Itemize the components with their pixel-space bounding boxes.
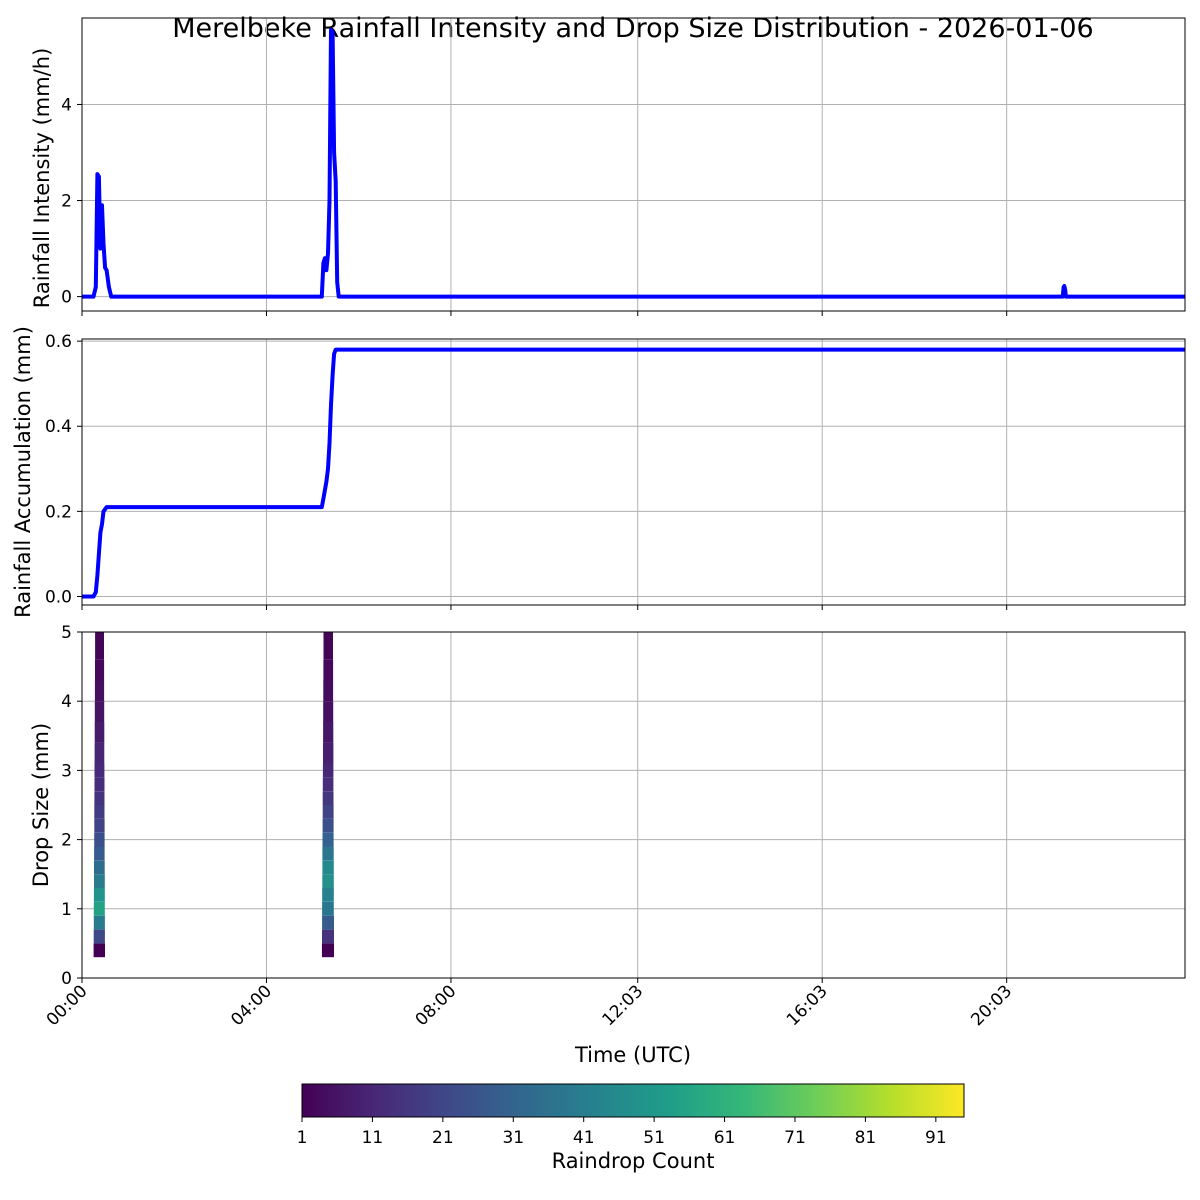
dsd-y-tick-label: 2 [61,831,72,851]
dsd-cell [322,888,334,902]
x-tick-label: 16:03 [783,981,832,1030]
colorbar-tick-label: 41 [573,1128,595,1148]
dsd-cell [322,901,334,916]
dsd-cell [322,860,334,875]
dsd-cell [94,832,105,847]
dsd-cell [95,632,104,660]
dsd-cell [323,701,334,722]
dsd-y-tick-label: 1 [61,900,72,920]
dsd-x-ticks: 00:00 04:00 08:00 12:03 16:03 20:03 [43,978,1016,1030]
dsd-cell [94,680,105,702]
x-axis-label: Time (UTC) [574,1043,691,1067]
dsd-cell [94,874,105,888]
intensity-y-tick-label: 4 [61,95,72,115]
accumulation-y-ticks: 0.0 0.2 0.4 0.6 [45,332,82,607]
colorbar-tick-label: 71 [784,1128,806,1148]
dsd-cell [94,805,105,819]
dsd-cell [94,742,105,764]
colorbar-tick-label: 11 [362,1128,384,1148]
accumulation-line [82,347,1185,599]
dsd-cell [94,777,105,792]
colorbar-tick-label: 81 [855,1128,877,1148]
accumulation-y-tick-label: 0.0 [45,587,72,607]
colorbar-tick-label: 61 [714,1128,736,1148]
dsd-y-tick-label: 0 [61,969,72,989]
x-tick-label: 04:00 [227,981,276,1030]
colorbar-tick-label: 1 [297,1128,308,1148]
x-tick-label: 20:03 [967,981,1016,1030]
dsd-cell [323,680,334,702]
dsd-cell [94,860,105,875]
dsd-cell [93,915,105,930]
dsd-cell [322,832,334,847]
dsd-cell [94,722,105,743]
intensity-line [82,28,1185,299]
dsd-cell [93,929,105,944]
colorbar-tick-label: 51 [643,1128,665,1148]
dsd-cell [323,742,334,764]
accumulation-y-tick-label: 0.4 [45,417,72,437]
colorbar-label: Raindrop Count [552,1149,715,1173]
x-tick-label: 08:00 [412,981,461,1030]
dsd-y-ticks: 0 1 2 3 4 5 [61,623,82,989]
panel-accumulation: 0.0 0.2 0.4 0.6 Rainfall Accumulation (mm) [11,326,1186,618]
colorbar-tick-label: 21 [432,1128,454,1148]
dsd-cell [322,791,334,805]
colorbar-tick-label: 31 [502,1128,524,1148]
dsd-cell [323,722,334,743]
dsd-cell [95,625,104,632]
x-tick-label: 12:03 [598,981,647,1030]
dsd-cell [322,805,334,819]
dsd-cell [94,818,105,833]
dsd-cell [322,846,334,861]
dsd-cell [94,763,105,778]
dsd-cell [322,915,334,930]
accumulation-grid [81,339,1185,605]
dsd-y-label: Drop Size (mm) [29,723,53,887]
panel-intensity: 0 2 4 Rainfall Intensity (mm/h) [30,17,1186,316]
dsd-cell [93,901,105,916]
intensity-y-tick-label: 0 [61,288,72,308]
intensity-y-ticks: 0 2 4 [61,95,82,308]
dsd-cell [322,874,334,888]
dsd-y-tick-label: 4 [61,692,72,712]
intensity-y-tick-label: 2 [61,192,72,212]
dsd-cell [94,701,105,722]
dsd-cell [323,659,334,681]
intensity-x-ticks [81,311,1008,316]
dsd-cell [93,888,105,902]
accumulation-y-label: Rainfall Accumulation (mm) [11,326,35,618]
dsd-cell [322,929,334,944]
intensity-y-label: Rainfall Intensity (mm/h) [30,48,54,309]
dsd-heatmap [93,625,334,958]
intensity-series [82,28,1185,299]
accumulation-series [82,347,1185,599]
accumulation-y-tick-label: 0.6 [45,332,72,352]
dsd-cell [321,943,334,958]
dsd-cell [94,846,105,861]
accumulation-plot-frame [81,338,1186,606]
dsd-cell [323,632,333,660]
dsd-plot-frame [81,631,1186,979]
accumulation-x-ticks [81,605,1008,610]
dsd-cell [95,659,105,681]
colorbar-tick-label: 91 [925,1128,947,1148]
dsd-cell [324,625,333,632]
colorbar: 1 11 21 31 41 51 61 71 81 91 Raindrop Count [297,1083,965,1173]
dsd-cell [322,763,334,778]
dsd-cell [322,818,334,833]
intensity-plot-frame [81,17,1186,312]
dsd-cell [93,943,105,958]
dsd-y-tick-label: 3 [61,761,72,781]
colorbar-ticks: 1 11 21 31 41 51 61 71 81 91 [297,1117,947,1148]
accumulation-y-tick-label: 0.2 [45,502,72,522]
colorbar-gradient [301,1083,965,1118]
intensity-grid [81,18,1185,311]
dsd-cell [322,777,334,792]
dsd-cell [94,791,105,805]
dsd-y-tick-label: 5 [61,623,72,643]
dsd-grid [81,631,1185,979]
